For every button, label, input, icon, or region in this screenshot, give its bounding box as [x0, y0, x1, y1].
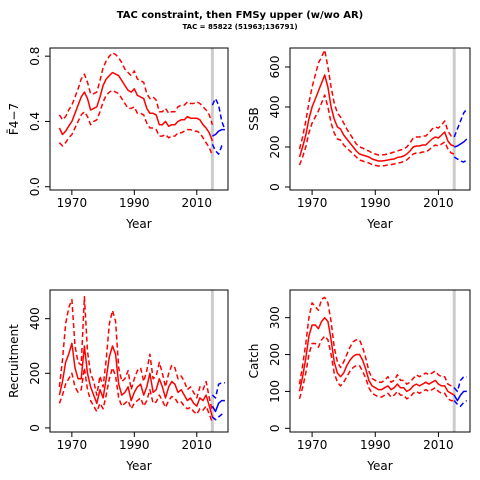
- projection-median: [212, 128, 225, 137]
- series-median: [58, 71, 214, 142]
- y-tick-label: 0.0: [28, 177, 42, 196]
- panel-ssb: 1970 1990 2010 0 200 400 600 Year SSB: [247, 47, 471, 231]
- y-tick-label: 0.4: [28, 112, 42, 131]
- plot-frame: [289, 289, 471, 433]
- panel-f: 1970 1990 2010 0.0 0.4 0.8 Year F̄4−7: [7, 47, 229, 231]
- y-tick-label: 600: [268, 56, 282, 79]
- y-tick-label: 300: [268, 306, 282, 329]
- x-axis-label: Year: [366, 217, 392, 231]
- y-tick-label: 100: [268, 380, 282, 403]
- x-tick-label: 1970: [297, 196, 328, 210]
- projection-upper-ci: [211, 382, 225, 399]
- series-upper-ci: [298, 296, 455, 389]
- y-axis-label: F̄4−7: [7, 103, 21, 135]
- series-upper-ci: [298, 49, 455, 156]
- projection-lower-ci: [211, 143, 226, 155]
- projection-lower-ci: [453, 156, 468, 163]
- chart-title: TAC constraint, then FMSy upper (w/wo AR…: [116, 10, 364, 21]
- projection-lower-ci: [211, 412, 226, 421]
- x-tick-label: 1990: [119, 196, 150, 210]
- series-median: [58, 342, 214, 418]
- y-tick-label: 0.8: [28, 47, 42, 66]
- y-tick-label: 0: [268, 424, 282, 432]
- series-median: [298, 74, 455, 162]
- projection-median: [453, 390, 467, 402]
- chart-subtitle: TAC = 85822 (51963;136791): [182, 23, 298, 31]
- panel-catch: 1970 1990 2010 0 100 200 300 Year Catch: [247, 289, 471, 473]
- y-axis-label: SSB: [247, 107, 261, 130]
- series-lower-ci: [298, 335, 455, 402]
- plot-frame: [49, 289, 229, 433]
- x-tick-label: 1990: [119, 438, 150, 452]
- y-tick-label: 200: [268, 343, 282, 366]
- projection-upper-ci: [453, 108, 468, 138]
- y-tick-label: 0: [28, 424, 42, 432]
- projection-median: [453, 138, 468, 148]
- x-tick-label: 2010: [423, 196, 454, 210]
- x-axis-label: Year: [366, 459, 392, 473]
- series-lower-ci: [58, 89, 214, 156]
- x-tick-label: 1990: [360, 438, 391, 452]
- plot-frame: [289, 47, 471, 191]
- x-tick-label: 2010: [181, 196, 212, 210]
- x-tick-label: 1990: [360, 196, 391, 210]
- series-median: [298, 316, 455, 396]
- projection-lower-ci: [453, 399, 468, 407]
- y-axis-label: Recruitment: [7, 324, 21, 398]
- x-tick-label: 1970: [57, 438, 88, 452]
- x-tick-label: 1970: [57, 196, 88, 210]
- y-tick-label: 400: [268, 96, 282, 119]
- projection-upper-ci: [453, 375, 467, 393]
- projection-upper-ci: [211, 97, 226, 130]
- x-tick-label: 2010: [181, 438, 212, 452]
- y-tick-label: 0: [268, 183, 282, 191]
- series-upper-ci: [58, 52, 214, 125]
- x-axis-label: Year: [125, 217, 151, 231]
- panel-recruitment: 1970 1990 2010 0 200 400 Year Recruitment: [7, 289, 229, 473]
- series-lower-ci: [298, 94, 455, 167]
- y-tick-label: 200: [28, 362, 42, 385]
- plot-frame: [49, 47, 229, 191]
- y-tick-label: 200: [268, 136, 282, 159]
- x-tick-label: 1970: [297, 438, 328, 452]
- x-tick-label: 2010: [423, 438, 454, 452]
- y-axis-label: Catch: [247, 344, 261, 379]
- series-upper-ci: [58, 296, 214, 412]
- projection-median: [211, 399, 225, 413]
- x-axis-label: Year: [125, 459, 151, 473]
- y-tick-label: 400: [28, 307, 42, 330]
- series-lower-ci: [58, 367, 214, 423]
